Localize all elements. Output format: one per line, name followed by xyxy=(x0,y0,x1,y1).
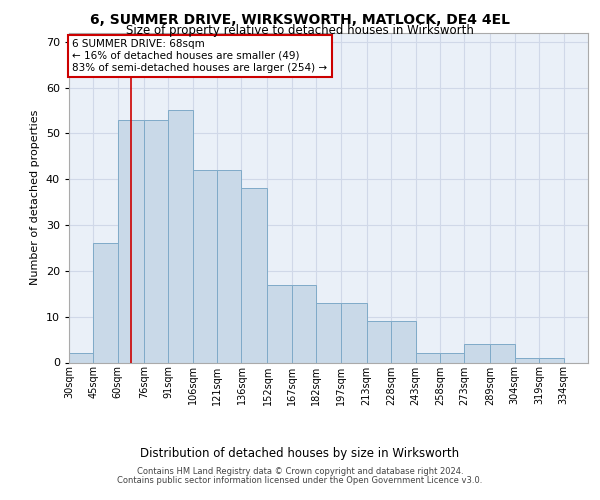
Text: Distribution of detached houses by size in Wirksworth: Distribution of detached houses by size … xyxy=(140,447,460,460)
Bar xyxy=(416,354,440,362)
Bar xyxy=(268,284,292,362)
Y-axis label: Number of detached properties: Number of detached properties xyxy=(30,110,40,285)
Text: Contains HM Land Registry data © Crown copyright and database right 2024.: Contains HM Land Registry data © Crown c… xyxy=(137,467,463,476)
Bar xyxy=(367,322,391,362)
Bar xyxy=(341,303,367,362)
Bar xyxy=(144,120,168,362)
Bar xyxy=(69,354,94,362)
Bar xyxy=(241,188,268,362)
Bar xyxy=(94,244,118,362)
Bar xyxy=(217,170,241,362)
Bar xyxy=(316,303,341,362)
Bar xyxy=(391,322,416,362)
Bar xyxy=(292,284,316,362)
Bar xyxy=(193,170,217,362)
Bar xyxy=(539,358,563,362)
Bar xyxy=(168,110,193,362)
Text: Size of property relative to detached houses in Wirksworth: Size of property relative to detached ho… xyxy=(126,24,474,37)
Bar xyxy=(515,358,539,362)
Text: Contains public sector information licensed under the Open Government Licence v3: Contains public sector information licen… xyxy=(118,476,482,485)
Bar xyxy=(490,344,515,362)
Bar xyxy=(464,344,490,362)
Text: 6, SUMMER DRIVE, WIRKSWORTH, MATLOCK, DE4 4EL: 6, SUMMER DRIVE, WIRKSWORTH, MATLOCK, DE… xyxy=(90,12,510,26)
Bar xyxy=(440,354,464,362)
Text: 6 SUMMER DRIVE: 68sqm
← 16% of detached houses are smaller (49)
83% of semi-deta: 6 SUMMER DRIVE: 68sqm ← 16% of detached … xyxy=(72,40,328,72)
Bar xyxy=(118,120,144,362)
